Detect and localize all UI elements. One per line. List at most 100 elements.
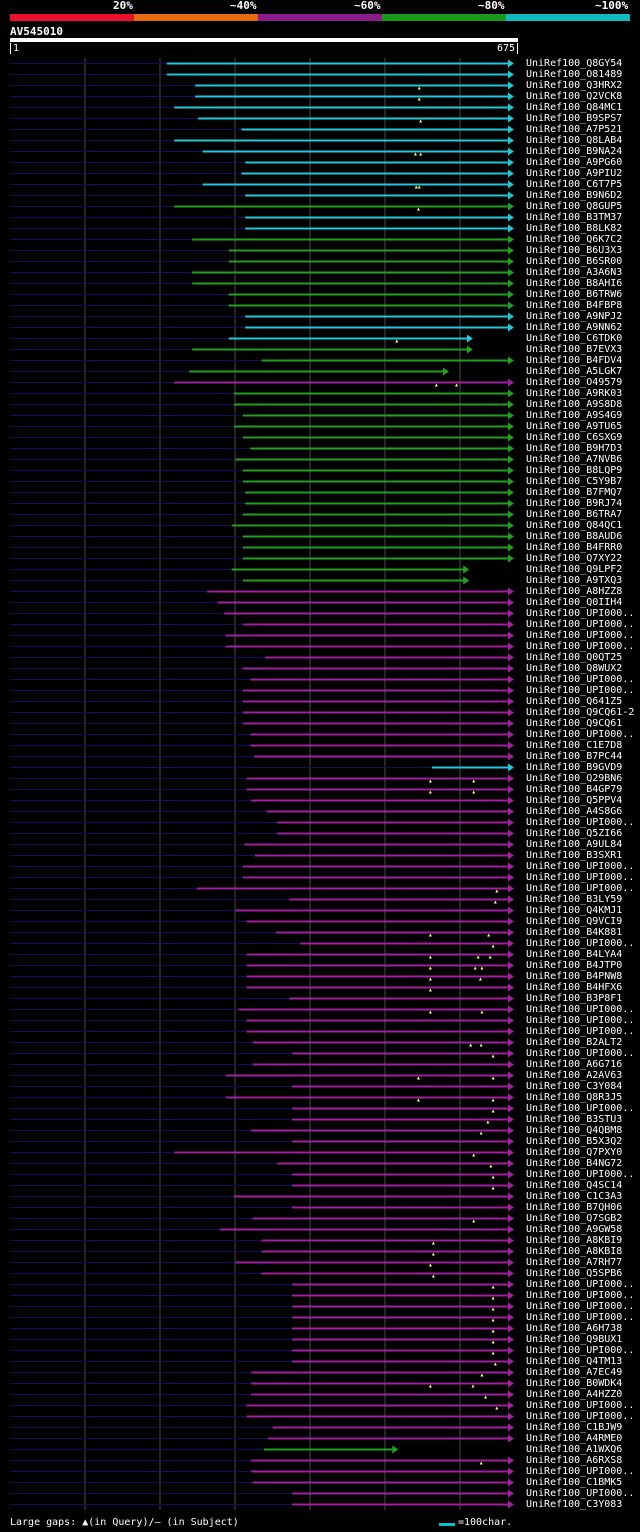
hit-label[interactable]: UniRef100_UPI000.. bbox=[526, 619, 635, 630]
hit-label[interactable]: UniRef100_UPI000.. bbox=[526, 938, 635, 949]
hit-label[interactable]: UniRef100_UPI000.. bbox=[526, 883, 635, 894]
hit-label[interactable]: UniRef100_UPI000.. bbox=[526, 1279, 635, 1290]
hit-label[interactable]: UniRef100_UPI000.. bbox=[526, 1312, 635, 1323]
hit-label[interactable]: UniRef100_B9N6D2 bbox=[526, 190, 623, 201]
hit-label[interactable]: UniRef100_C1BMK5 bbox=[526, 1477, 623, 1488]
hit-label[interactable]: UniRef100_C6TDK0 bbox=[526, 333, 623, 344]
hit-label[interactable]: UniRef100_B4HFX6 bbox=[526, 982, 623, 993]
hit-label[interactable]: UniRef100_UPI000.. bbox=[526, 1290, 635, 1301]
hit-label[interactable]: UniRef100_Q8GY54 bbox=[526, 58, 623, 69]
hit-label[interactable]: UniRef100_B0WDK4 bbox=[526, 1378, 623, 1389]
hit-label[interactable]: UniRef100_UPI000.. bbox=[526, 1301, 635, 1312]
hit-label[interactable]: UniRef100_A7RH77 bbox=[526, 1257, 623, 1268]
hit-label[interactable]: UniRef100_UPI000.. bbox=[526, 1015, 635, 1026]
hit-label[interactable]: UniRef100_UPI000.. bbox=[526, 861, 635, 872]
hit-label[interactable]: UniRef100_A9S4G9 bbox=[526, 410, 623, 421]
hit-label[interactable]: UniRef100_A4S8G6 bbox=[526, 806, 623, 817]
hit-label[interactable]: UniRef100_B6SR00 bbox=[526, 256, 623, 267]
hit-label[interactable]: UniRef100_B5X3Q2 bbox=[526, 1136, 623, 1147]
hit-label[interactable]: UniRef100_B4NG72 bbox=[526, 1158, 623, 1169]
hit-label[interactable]: UniRef100_B4FDV4 bbox=[526, 355, 623, 366]
hit-label[interactable]: UniRef100_C1E7D8 bbox=[526, 740, 623, 751]
hit-label[interactable]: UniRef100_B8LQP9 bbox=[526, 465, 623, 476]
hit-label[interactable]: UniRef100_A5LGK7 bbox=[526, 366, 623, 377]
hit-label[interactable]: UniRef100_A9NPJ2 bbox=[526, 311, 623, 322]
hit-label[interactable]: UniRef100_A1WXQ6 bbox=[526, 1444, 623, 1455]
hit-label[interactable]: UniRef100_Q29BN6 bbox=[526, 773, 623, 784]
hit-label[interactable]: UniRef100_Q4KMJ1 bbox=[526, 905, 623, 916]
hit-label[interactable]: UniRef100_B9NA24 bbox=[526, 146, 623, 157]
hit-label[interactable]: UniRef100_A2AV63 bbox=[526, 1070, 623, 1081]
hit-label[interactable]: UniRef100_C1C3A3 bbox=[526, 1191, 623, 1202]
hit-label[interactable]: UniRef100_Q4TM13 bbox=[526, 1356, 623, 1367]
hit-label[interactable]: UniRef100_B7EVX3 bbox=[526, 344, 623, 355]
hit-label[interactable]: UniRef100_Q0IIH4 bbox=[526, 597, 623, 608]
hit-label[interactable]: UniRef100_B4JTP0 bbox=[526, 960, 623, 971]
hit-label[interactable]: UniRef100_C6T7P5 bbox=[526, 179, 623, 190]
hit-label[interactable]: UniRef100_A4RME0 bbox=[526, 1433, 623, 1444]
hit-label[interactable]: UniRef100_C6SXG9 bbox=[526, 432, 623, 443]
hit-label[interactable]: UniRef100_B8AHI6 bbox=[526, 278, 623, 289]
hit-label[interactable]: UniRef100_A9TU65 bbox=[526, 421, 623, 432]
hit-label[interactable]: UniRef100_A8HZZ8 bbox=[526, 586, 623, 597]
hit-label[interactable]: UniRef100_UPI000.. bbox=[526, 608, 635, 619]
hit-label[interactable]: UniRef100_A8KBI8 bbox=[526, 1246, 623, 1257]
hit-label[interactable]: UniRef100_UPI000.. bbox=[526, 685, 635, 696]
hit-label[interactable]: UniRef100_B3P8F1 bbox=[526, 993, 623, 1004]
hit-label[interactable]: UniRef100_B3SXR1 bbox=[526, 850, 623, 861]
hit-label[interactable]: UniRef100_UPI000.. bbox=[526, 1411, 635, 1422]
hit-label[interactable]: UniRef100_Q641Z5 bbox=[526, 696, 623, 707]
hit-label[interactable]: UniRef100_B7QH06 bbox=[526, 1202, 623, 1213]
hit-label[interactable]: UniRef100_B4PNW8 bbox=[526, 971, 623, 982]
hit-label[interactable]: UniRef100_A6G716 bbox=[526, 1059, 623, 1070]
hit-label[interactable]: UniRef100_O81489 bbox=[526, 69, 623, 80]
hit-label[interactable]: UniRef100_A9PIU2 bbox=[526, 168, 623, 179]
hit-label[interactable]: UniRef100_B7FMQ7 bbox=[526, 487, 623, 498]
hit-label[interactable]: UniRef100_Q4QBM8 bbox=[526, 1125, 623, 1136]
hit-label[interactable]: UniRef100_Q9CQ61 bbox=[526, 718, 623, 729]
hit-label[interactable]: UniRef100_UPI000.. bbox=[526, 1400, 635, 1411]
hit-label[interactable]: UniRef100_B7PC44 bbox=[526, 751, 623, 762]
hit-label[interactable]: UniRef100_Q6K7C2 bbox=[526, 234, 623, 245]
hit-label[interactable]: UniRef100_UPI000.. bbox=[526, 1026, 635, 1037]
hit-label[interactable]: UniRef100_Q8LAB4 bbox=[526, 135, 623, 146]
hit-label[interactable]: UniRef100_B3TM37 bbox=[526, 212, 623, 223]
hit-label[interactable]: UniRef100_A9GW58 bbox=[526, 1224, 623, 1235]
hit-label[interactable]: UniRef100_B6U3X3 bbox=[526, 245, 623, 256]
hit-label[interactable]: UniRef100_Q7PXY0 bbox=[526, 1147, 623, 1158]
hit-label[interactable]: UniRef100_UPI000.. bbox=[526, 817, 635, 828]
hit-label[interactable]: UniRef100_A3A6N3 bbox=[526, 267, 623, 278]
hit-label[interactable]: UniRef100_Q84MC1 bbox=[526, 102, 623, 113]
hit-label[interactable]: UniRef100_B4LYA4 bbox=[526, 949, 623, 960]
hit-label[interactable]: UniRef100_UPI000.. bbox=[526, 630, 635, 641]
hit-label[interactable]: UniRef100_UPI000.. bbox=[526, 1345, 635, 1356]
hit-label[interactable]: UniRef100_Q84QC1 bbox=[526, 520, 623, 531]
hit-label[interactable]: UniRef100_B4FRR0 bbox=[526, 542, 623, 553]
hit-label[interactable]: UniRef100_Q8GUP5 bbox=[526, 201, 623, 212]
hit-label[interactable]: UniRef100_B3LY59 bbox=[526, 894, 623, 905]
hit-label[interactable]: UniRef100_B6TRA7 bbox=[526, 509, 623, 520]
hit-label[interactable]: UniRef100_B9GVD9 bbox=[526, 762, 623, 773]
hit-label[interactable]: UniRef100_Q8WUX2 bbox=[526, 663, 623, 674]
hit-label[interactable]: UniRef100_A6H738 bbox=[526, 1323, 623, 1334]
hit-label[interactable]: UniRef100_A9PG60 bbox=[526, 157, 623, 168]
hit-label[interactable]: UniRef100_B3STU3 bbox=[526, 1114, 623, 1125]
hit-label[interactable]: UniRef100_A7NVB6 bbox=[526, 454, 623, 465]
hit-label[interactable]: UniRef100_A9NN62 bbox=[526, 322, 623, 333]
hit-label[interactable]: UniRef100_B8AUD6 bbox=[526, 531, 623, 542]
hit-label[interactable]: UniRef100_UPI000.. bbox=[526, 674, 635, 685]
hit-label[interactable]: UniRef100_B4FBP8 bbox=[526, 300, 623, 311]
hit-label[interactable]: UniRef100_B2ALT2 bbox=[526, 1037, 623, 1048]
hit-label[interactable]: UniRef100_UPI000.. bbox=[526, 641, 635, 652]
hit-label[interactable]: UniRef100_O49579 bbox=[526, 377, 623, 388]
hit-label[interactable]: UniRef100_Q7XY22 bbox=[526, 553, 623, 564]
hit-label[interactable]: UniRef100_Q9BUX1 bbox=[526, 1334, 623, 1345]
hit-label[interactable]: UniRef100_C5Y9B7 bbox=[526, 476, 623, 487]
hit-label[interactable]: UniRef100_C3Y083 bbox=[526, 1499, 623, 1510]
hit-label[interactable]: UniRef100_B8LK82 bbox=[526, 223, 623, 234]
hit-label[interactable]: UniRef100_B9SPS7 bbox=[526, 113, 623, 124]
hit-label[interactable]: UniRef100_UPI000.. bbox=[526, 1169, 635, 1180]
hit-label[interactable]: UniRef100_UPI000.. bbox=[526, 1004, 635, 1015]
hit-label[interactable]: UniRef100_Q8R3J5 bbox=[526, 1092, 623, 1103]
hit-label[interactable]: UniRef100_Q9VCI9 bbox=[526, 916, 623, 927]
